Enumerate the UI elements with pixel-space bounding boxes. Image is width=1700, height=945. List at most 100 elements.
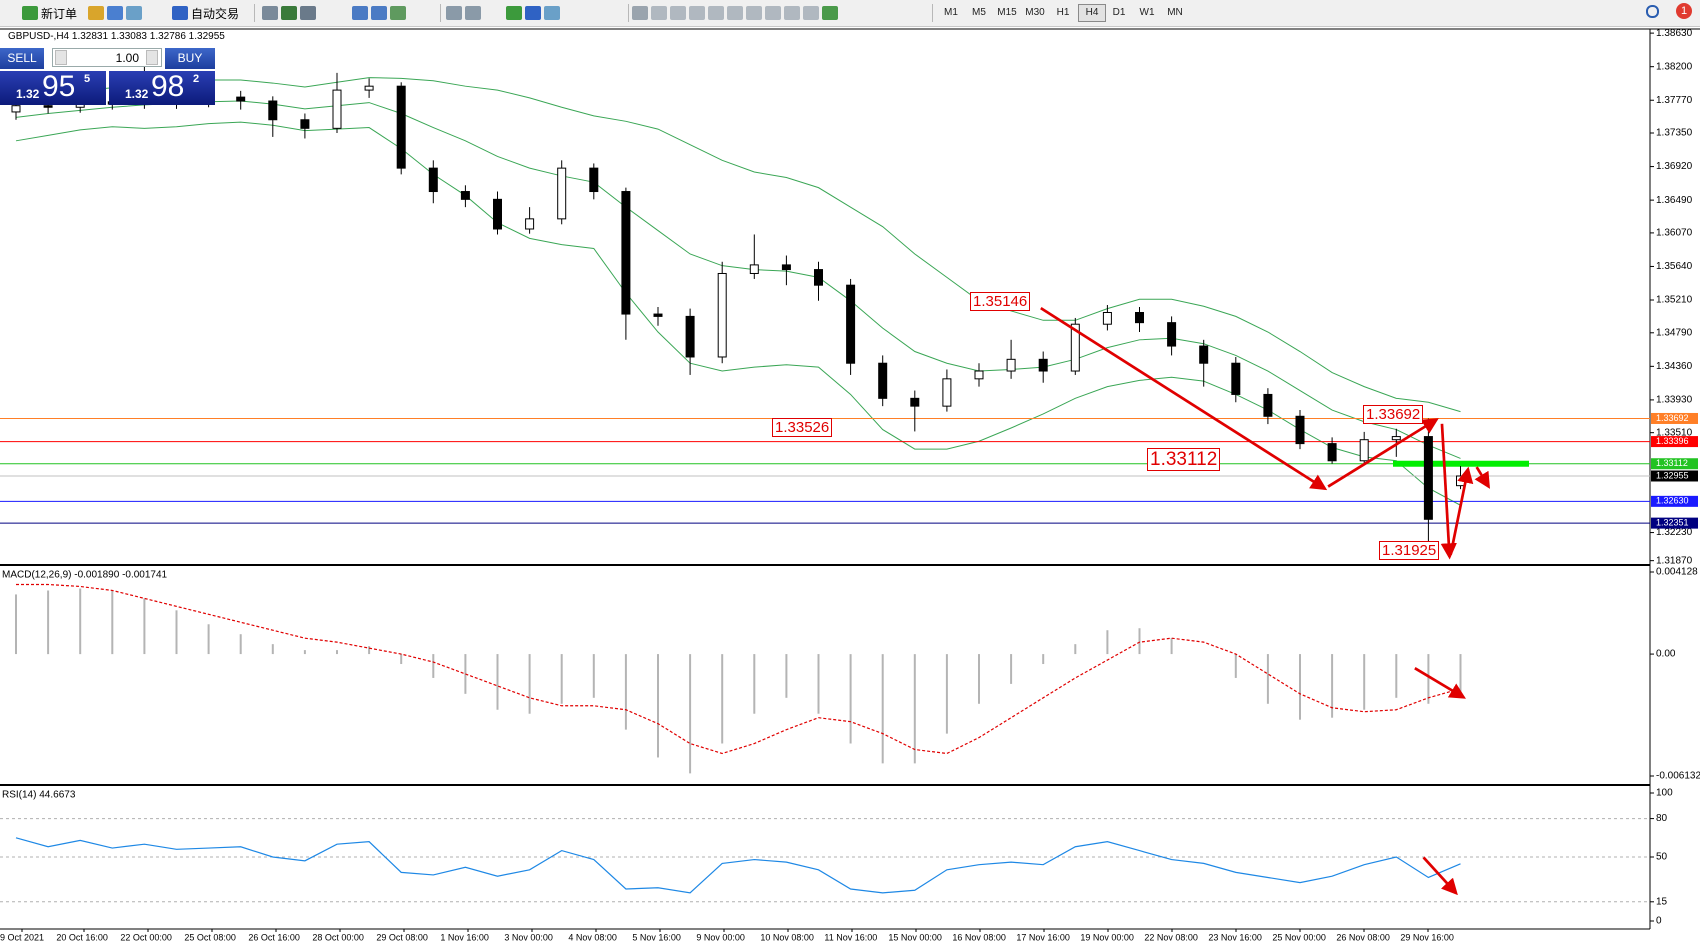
search-button[interactable]	[1646, 5, 1659, 18]
scroll-icons[interactable]	[446, 3, 481, 23]
y-tick-label: 0.00	[1656, 649, 1676, 660]
candle-body	[1070, 323, 1080, 372]
candle-body	[236, 96, 246, 102]
candle-body	[878, 362, 888, 399]
quote-prefix: 1.32	[16, 87, 40, 101]
candle-body	[1295, 415, 1305, 445]
timeframe-button[interactable]: W1	[1139, 7, 1155, 18]
quote-fraction: 2	[193, 73, 200, 85]
candle-body	[1423, 436, 1433, 520]
quote-prefix: 1.32	[125, 87, 149, 101]
candle-body	[781, 264, 791, 271]
y-tick-label: 1.35640	[1656, 261, 1693, 272]
timeframe-button[interactable]: H1	[1056, 7, 1070, 18]
candle-body	[653, 313, 663, 317]
candle-body	[1359, 439, 1369, 462]
candle-body	[589, 167, 599, 193]
candle-body	[1263, 393, 1273, 417]
level-label-box	[1651, 436, 1698, 448]
rsi-title: RSI(14) 44.6673	[2, 790, 76, 801]
candle-body	[428, 167, 438, 193]
y-tick-label: 1.38630	[1656, 28, 1693, 39]
timeframe-button[interactable]: MN	[1167, 7, 1183, 18]
separator	[932, 4, 933, 22]
candle-body	[11, 105, 21, 113]
candle-body	[1038, 358, 1048, 372]
y-tick-label: 1.34790	[1656, 327, 1693, 338]
candle-body	[1006, 358, 1016, 372]
x-tick-label: 11 Nov 16:00	[824, 932, 877, 942]
x-tick-label: 5 Nov 16:00	[632, 932, 681, 942]
separator	[440, 4, 441, 22]
indicator-icons[interactable]	[506, 3, 560, 23]
candle-body	[1199, 345, 1209, 364]
candle-body	[1231, 362, 1241, 395]
sell-button[interactable]: SELL	[0, 48, 44, 69]
buy-quote[interactable]: 1.32 98 2	[109, 70, 215, 105]
candle-body	[268, 100, 278, 121]
zoom-icons[interactable]	[352, 3, 406, 23]
candle-body	[1391, 436, 1401, 441]
candle-body	[717, 272, 727, 358]
y-tick-label: 50	[1656, 852, 1668, 863]
y-tick-label: 1.31870	[1656, 555, 1693, 566]
x-tick-label: 25 Nov 00:00	[1272, 932, 1326, 942]
candle-body	[910, 397, 920, 407]
rsi-line	[15, 837, 1461, 894]
level-label: 1.33396	[1656, 436, 1689, 446]
timeframe-button[interactable]: H4	[1078, 4, 1106, 22]
x-tick-label: 17 Nov 16:00	[1016, 932, 1070, 942]
drawing-tools[interactable]	[632, 3, 838, 23]
y-tick-label: 0.004128	[1656, 567, 1698, 578]
quote-pips: 98	[151, 70, 185, 103]
timeframe-button[interactable]: M15	[997, 7, 1017, 18]
candle-body	[1456, 475, 1465, 487]
candle-body	[942, 378, 952, 407]
timeframe-button[interactable]: D1	[1112, 7, 1126, 18]
lot-down[interactable]	[55, 50, 67, 65]
price-annotation: 1.33692	[1363, 405, 1424, 424]
candle-body	[1167, 322, 1177, 347]
candle-body	[814, 269, 823, 286]
x-tick-label: 28 Oct 00:00	[312, 932, 364, 942]
new-order-button[interactable]: 新订单	[22, 3, 77, 23]
quote-fraction: 5	[84, 73, 91, 85]
toolbar-icons	[88, 3, 142, 23]
timeframe-button[interactable]: M30	[1025, 7, 1045, 18]
y-tick-label: 80	[1656, 813, 1668, 824]
lot-up[interactable]	[146, 50, 158, 65]
candle-body	[1102, 311, 1112, 325]
button-label: 自动交易	[191, 6, 240, 21]
candle-body	[1327, 443, 1337, 462]
notification-badge[interactable]: 1	[1676, 3, 1692, 19]
candle-body	[493, 198, 502, 230]
macd-title: MACD(12,26,9) -0.001890 -0.001741	[2, 570, 168, 581]
lot-field[interactable]: 1.00	[52, 48, 162, 67]
level-label-box	[1651, 495, 1698, 507]
timeframe-button[interactable]: M5	[972, 7, 986, 18]
candle-body	[396, 85, 406, 169]
x-tick-label: 20 Oct 16:00	[56, 932, 108, 942]
level-label-box	[1651, 470, 1698, 482]
auto-trading-button[interactable]: 自动交易	[172, 3, 239, 23]
quote-pips: 95	[42, 70, 76, 103]
x-tick-label: 26 Nov 08:00	[1336, 932, 1390, 942]
y-tick-label: 1.32230	[1656, 527, 1693, 538]
sell-quote[interactable]: 1.32 95 5	[0, 70, 106, 105]
buy-button[interactable]: BUY	[165, 48, 215, 69]
x-tick-label: 16 Nov 08:00	[952, 932, 1006, 942]
button-label: 新订单	[41, 6, 78, 21]
y-tick-label: 15	[1656, 896, 1668, 907]
candle-body	[621, 191, 631, 315]
y-tick-label: 1.33510	[1656, 427, 1693, 438]
candle-body	[300, 119, 310, 129]
one-click-trading: SELL 1.00 BUY 1.32 95 5 1.32 98 2	[0, 48, 216, 106]
chart-header: GBPUSD-,H4 1.32831 1.33083 1.32786 1.329…	[8, 31, 225, 42]
chart-type-icons[interactable]	[262, 3, 316, 23]
candle-body	[525, 218, 535, 230]
timeframe-button[interactable]: M1	[944, 7, 958, 18]
level-label-box	[1651, 412, 1698, 424]
candle-body	[749, 264, 759, 274]
y-tick-label: 1.34360	[1656, 361, 1693, 372]
